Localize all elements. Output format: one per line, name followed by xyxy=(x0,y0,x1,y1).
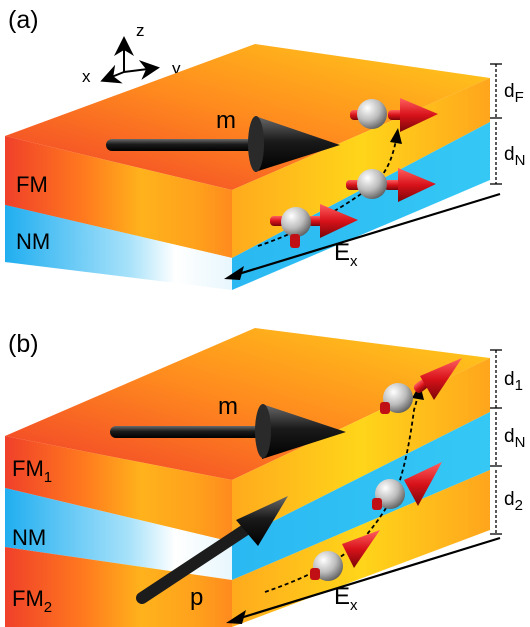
trilayer-slab xyxy=(5,328,490,627)
Ex-label: Ex xyxy=(334,239,358,270)
thickness-markers: dF dN xyxy=(490,63,525,185)
x-axis-label: x xyxy=(82,67,91,86)
fm1-layer-label: FM1 xyxy=(12,456,52,486)
fm1-front-face xyxy=(5,436,232,542)
fm-front-face xyxy=(5,136,232,258)
panel-b: (b) d1 dN d2 m xyxy=(5,328,525,627)
z-axis-label: z xyxy=(136,21,145,40)
m-label-b: m xyxy=(218,393,238,420)
fm1-side-face xyxy=(232,358,490,542)
dN-label-b: dN xyxy=(504,426,525,451)
y-axis-arrow xyxy=(123,60,160,80)
x-axis-arrow xyxy=(100,64,125,84)
fm1-top-face xyxy=(5,328,490,480)
panel-a-label: (a) xyxy=(8,6,39,34)
fm2-layer-label: FM2 xyxy=(12,586,52,616)
d1-label: d1 xyxy=(504,369,523,394)
electric-field-arrow: Ex xyxy=(224,192,501,280)
magnetization-arrow-b: m xyxy=(110,393,346,459)
fm2-front-face xyxy=(5,547,232,627)
Ex-label-b: Ex xyxy=(334,583,358,614)
electric-field-arrow-b: Ex xyxy=(226,536,501,624)
spin-middle xyxy=(346,168,436,202)
dN-label: dN xyxy=(504,144,525,169)
fm-top-face xyxy=(5,44,490,190)
thickness-markers-b: d1 dN d2 xyxy=(490,349,525,535)
spin-b-top xyxy=(380,358,462,414)
magnetization-arrow: m xyxy=(106,107,340,172)
m-label: m xyxy=(216,107,236,134)
nm-layer-label: NM xyxy=(16,229,50,254)
p-label: p xyxy=(190,584,203,611)
path-arrowhead xyxy=(390,128,402,144)
spin-b-bottom xyxy=(310,530,380,581)
y-axis-label: y xyxy=(172,59,181,78)
nm-side-face-b xyxy=(232,412,490,580)
nm-layer-label-b: NM xyxy=(12,525,46,550)
panel-b-label: (b) xyxy=(8,330,39,358)
bilayer-slab xyxy=(5,44,490,290)
d2-label: d2 xyxy=(504,489,523,514)
nm-front-face-b xyxy=(5,488,232,580)
polarizer-arrow: p xyxy=(136,496,288,611)
spin-bottom xyxy=(270,204,358,248)
axes-triad: z y x xyxy=(82,21,181,86)
spin-top xyxy=(350,98,438,132)
nm-front-face xyxy=(5,205,232,290)
panel-a: (a) z y x dF dN xyxy=(5,6,525,290)
fm-layer-label: FM xyxy=(16,172,48,197)
spin-b-middle xyxy=(372,462,442,510)
dF-label: dF xyxy=(504,81,524,106)
